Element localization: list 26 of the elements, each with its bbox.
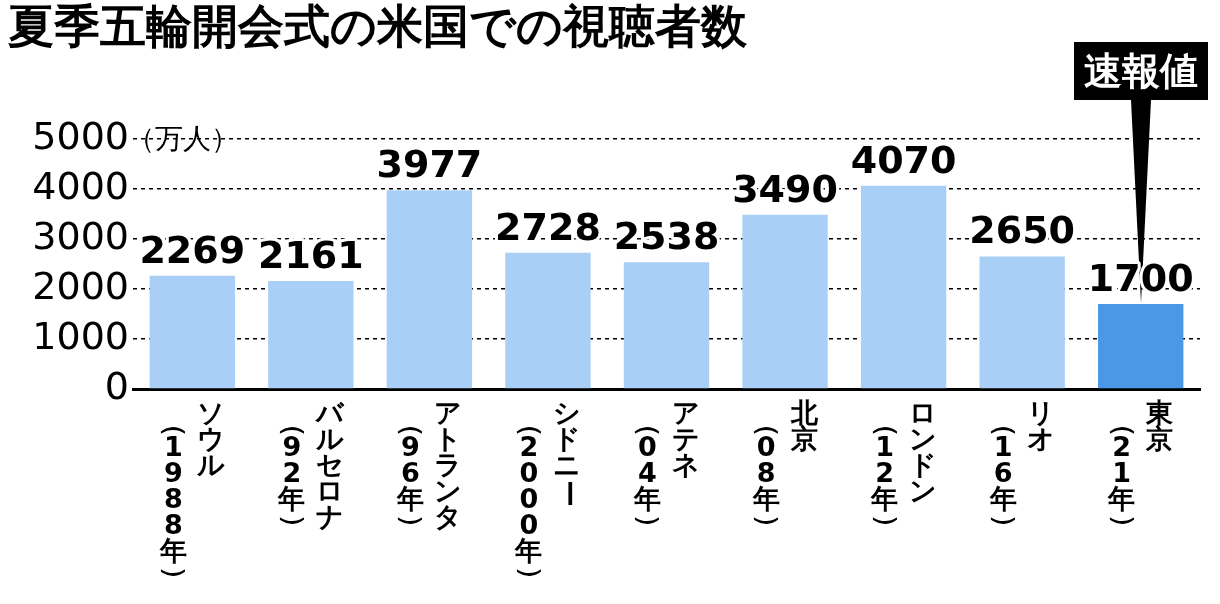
data-label: 2161 bbox=[257, 232, 364, 277]
bar bbox=[386, 190, 473, 389]
data-label: 2728 bbox=[495, 204, 601, 249]
data-label: 3490 bbox=[732, 166, 838, 211]
data-label: 3977 bbox=[376, 142, 483, 187]
y-tick-label: 5000 bbox=[32, 114, 129, 159]
bar bbox=[979, 256, 1065, 389]
y-tick-label: 0 bbox=[104, 363, 129, 408]
chart-title: 夏季五輪開会式の米国での視聴者数 bbox=[8, 0, 748, 53]
bar bbox=[149, 275, 235, 389]
bar bbox=[268, 281, 354, 389]
bar bbox=[742, 214, 828, 389]
annotation: 速報値 bbox=[1073, 42, 1208, 100]
data-label: 2538 bbox=[613, 214, 720, 259]
y-tick-label: 1000 bbox=[32, 313, 129, 358]
data-label: 2650 bbox=[969, 208, 1076, 253]
y-tick-label: 2000 bbox=[32, 263, 129, 308]
bar bbox=[860, 185, 947, 389]
bar bbox=[505, 252, 591, 389]
bar bbox=[1098, 304, 1184, 389]
data-label: 2269 bbox=[139, 227, 246, 272]
data-label: 4070 bbox=[850, 137, 957, 182]
bar bbox=[623, 262, 710, 389]
y-axis-title: （万人） bbox=[127, 122, 239, 156]
y-tick-label: 3000 bbox=[32, 213, 129, 258]
y-tick-label: 4000 bbox=[32, 164, 129, 209]
